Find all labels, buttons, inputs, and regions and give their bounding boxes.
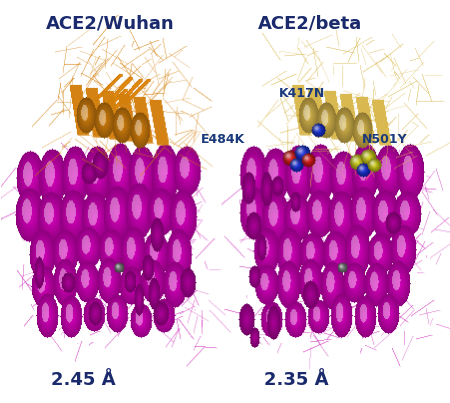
Text: ACE2/beta: ACE2/beta bbox=[258, 15, 362, 33]
Text: K417N: K417N bbox=[279, 87, 325, 100]
Text: 2.45 Å: 2.45 Å bbox=[51, 371, 116, 389]
Text: E484K: E484K bbox=[201, 133, 245, 146]
Text: ACE2/Wuhan: ACE2/Wuhan bbox=[46, 15, 175, 33]
Text: N501Y: N501Y bbox=[362, 133, 407, 146]
Text: 2.35 Å: 2.35 Å bbox=[265, 371, 329, 389]
